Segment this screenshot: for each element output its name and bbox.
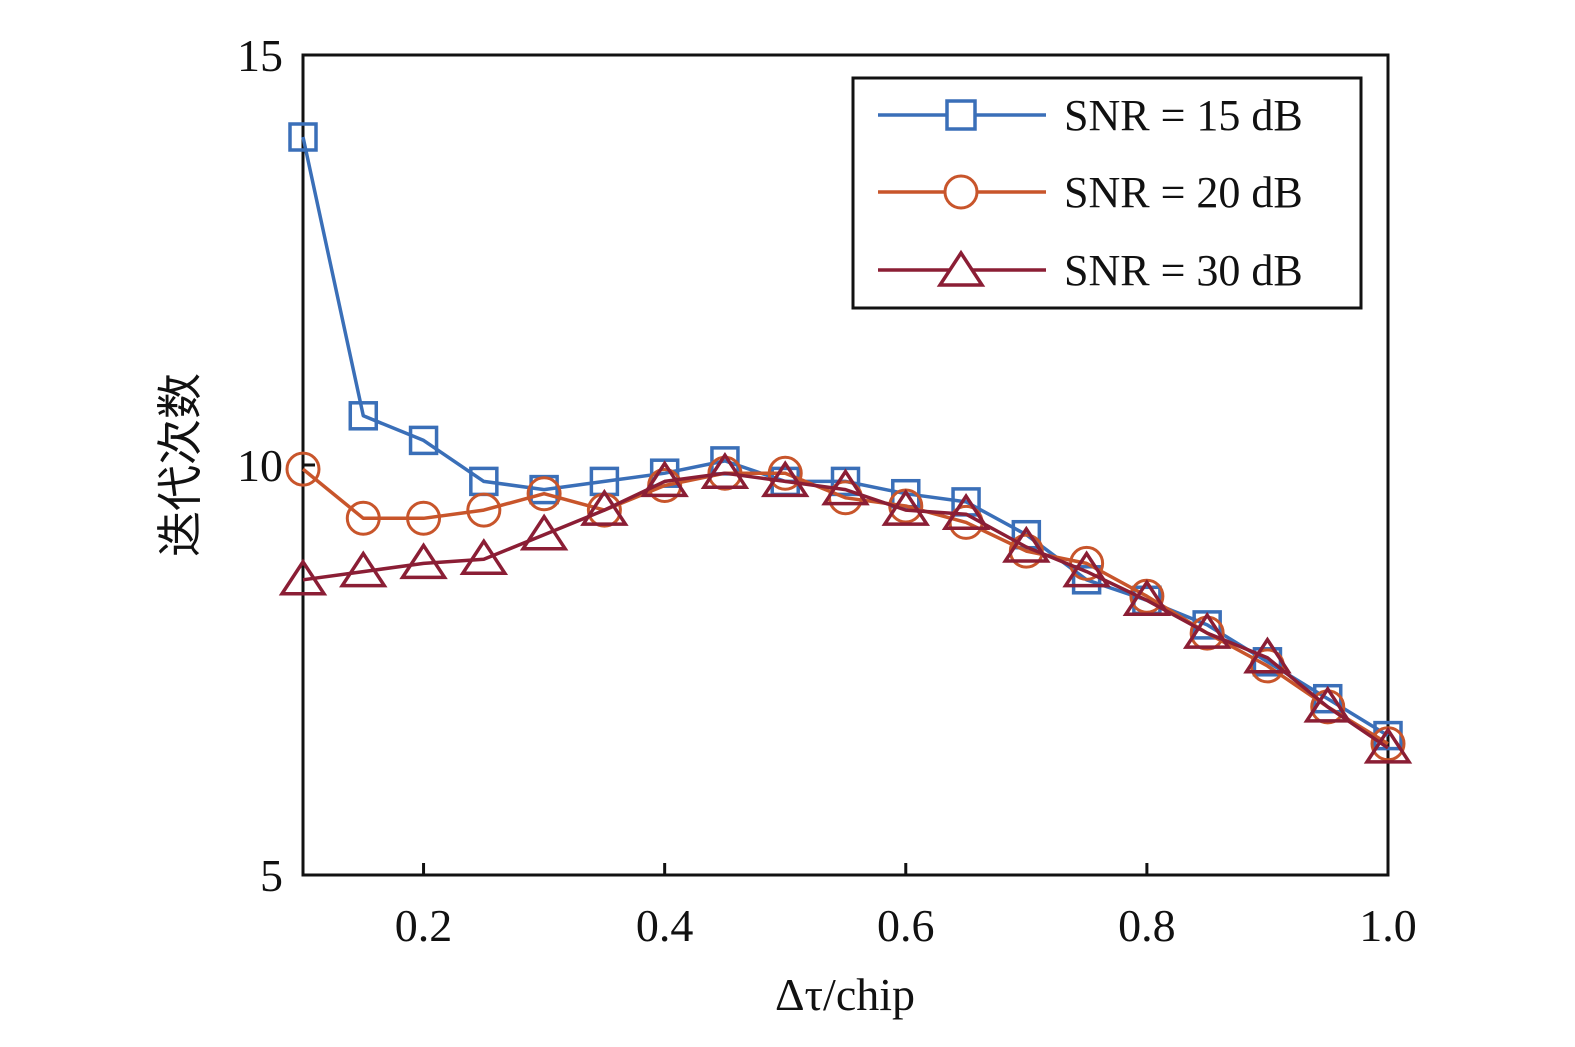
data-point-triangle bbox=[1062, 550, 1111, 588]
data-point-triangle bbox=[941, 493, 991, 530]
legend-label-snr-30: SNR = 30 dB bbox=[1064, 246, 1303, 295]
series-group bbox=[278, 122, 1413, 764]
data-point-circle bbox=[767, 455, 803, 491]
data-point-triangle bbox=[1303, 685, 1352, 723]
data-point-triangle bbox=[278, 558, 328, 596]
data-point-triangle bbox=[640, 460, 689, 498]
data-point-circle bbox=[406, 500, 442, 536]
data-point-square bbox=[408, 425, 439, 456]
data-point-triangle bbox=[339, 550, 388, 588]
x-tick-label: 1.0 bbox=[1359, 900, 1417, 951]
data-point-triangle bbox=[1363, 726, 1413, 764]
data-point-triangle bbox=[399, 542, 448, 580]
data-point-triangle bbox=[459, 538, 509, 576]
series-snr-30-db bbox=[278, 452, 1413, 764]
data-point-circle bbox=[345, 500, 381, 536]
data-point-triangle bbox=[1243, 636, 1292, 674]
legend-label-snr-15: SNR = 15 dB bbox=[1064, 91, 1303, 140]
data-point-square bbox=[348, 401, 379, 431]
data-point-triangle bbox=[1182, 611, 1232, 649]
y-axis-label: 迭代次数 bbox=[155, 373, 206, 557]
data-point-triangle bbox=[760, 460, 810, 498]
legend-marker-square bbox=[945, 99, 977, 131]
legend-entry-snr-30: SNR = 30 dB bbox=[878, 246, 1303, 295]
axis-ticks: 0.2 0.4 0.6 0.8 1.0 5 10 15 bbox=[237, 30, 1417, 951]
y-tick-label: 5 bbox=[260, 850, 283, 901]
data-point-square bbox=[1071, 565, 1102, 595]
data-point-triangle bbox=[700, 452, 750, 489]
series-line-snr-30-db bbox=[302, 471, 1389, 750]
y-tick-label: 10 bbox=[237, 440, 283, 491]
data-point-triangle bbox=[1002, 525, 1051, 563]
data-point-circle bbox=[285, 451, 321, 487]
x-tick-label: 0.2 bbox=[395, 900, 453, 951]
data-point-triangle bbox=[580, 488, 629, 526]
data-point-triangle bbox=[519, 513, 569, 551]
data-point-triangle bbox=[821, 468, 870, 506]
x-tick-label: 0.6 bbox=[877, 900, 935, 951]
data-point-triangle bbox=[1122, 579, 1172, 617]
legend-marker-triangle bbox=[936, 249, 986, 287]
x-axis-label: Δτ/chip bbox=[775, 969, 915, 1020]
data-point-circle bbox=[526, 476, 562, 512]
data-point-triangle bbox=[881, 488, 931, 526]
x-tick-label: 0.4 bbox=[636, 900, 694, 951]
y-tick-label: 15 bbox=[237, 30, 283, 81]
x-tick-label: 0.8 bbox=[1118, 900, 1176, 951]
legend-entry-snr-15: SNR = 15 dB bbox=[878, 91, 1303, 140]
legend: SNR = 15 dB SNR = 20 dB SNR = 30 dB bbox=[851, 76, 1363, 310]
data-point-square bbox=[830, 466, 861, 497]
legend-entry-snr-20: SNR = 20 dB bbox=[878, 168, 1303, 217]
legend-label-snr-20: SNR = 20 dB bbox=[1064, 168, 1303, 217]
data-point-square bbox=[288, 122, 318, 152]
data-point-circle bbox=[466, 492, 502, 528]
legend-marker-circle bbox=[943, 174, 979, 210]
